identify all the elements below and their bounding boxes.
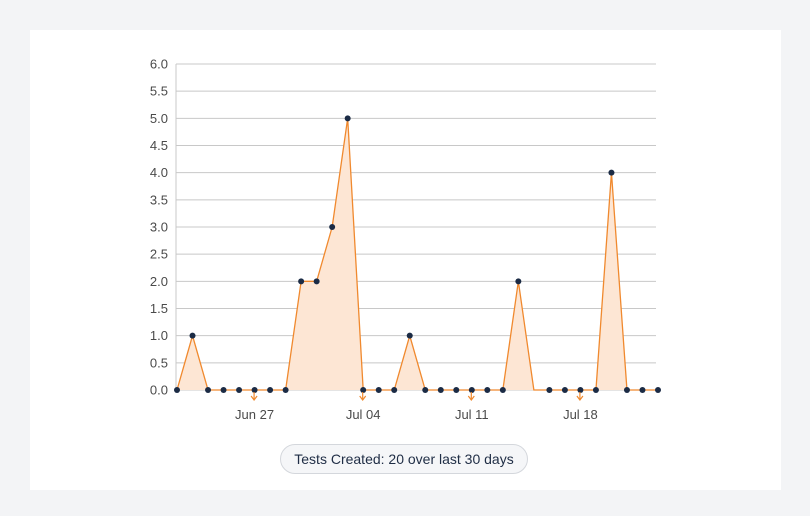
data-point[interactable] bbox=[437, 387, 444, 393]
y-tick-label: 3.5 bbox=[150, 192, 168, 207]
legend-label: Tests Created: 20 over last 30 days bbox=[294, 451, 514, 467]
data-point[interactable] bbox=[344, 115, 351, 122]
y-axis-labels: 0.0 0.5 1.0 1.5 2.0 2.5 3.0 3.5 4.0 4.5 5.0 5.5 6.0 bbox=[150, 57, 168, 398]
grid-lines bbox=[175, 63, 656, 391]
y-tick-label: 5.5 bbox=[150, 84, 168, 99]
week-marker-arrow-icon bbox=[250, 392, 258, 401]
y-tick-label: 4.5 bbox=[150, 138, 168, 153]
x-tick-label: Jul 11 bbox=[455, 407, 489, 422]
data-point[interactable] bbox=[267, 387, 274, 393]
week-marker-arrow-icon bbox=[467, 392, 475, 401]
data-point[interactable] bbox=[561, 387, 568, 393]
data-point[interactable] bbox=[236, 387, 243, 393]
legend-pill[interactable]: Tests Created: 20 over last 30 days bbox=[280, 444, 528, 474]
data-point[interactable] bbox=[375, 387, 382, 393]
data-point[interactable] bbox=[282, 387, 289, 393]
data-point[interactable] bbox=[329, 224, 336, 230]
data-point[interactable] bbox=[220, 387, 227, 393]
y-tick-label: 0.5 bbox=[150, 355, 168, 370]
data-point[interactable] bbox=[546, 387, 553, 393]
data-point[interactable] bbox=[205, 387, 212, 393]
area-fill bbox=[177, 118, 658, 390]
chart-card: 0.0 0.5 1.0 1.5 2.0 2.5 3.0 3.5 4.0 4.5 5.0 5.5 6.0 … bbox=[30, 30, 781, 490]
data-point[interactable] bbox=[592, 387, 599, 393]
data-point[interactable] bbox=[406, 332, 413, 339]
area-chart: 0.00.51.01.52.02.53.03.54.04.55.05.56.0 … bbox=[150, 57, 661, 422]
y-tick-label: 6.0 bbox=[150, 57, 168, 72]
data-point[interactable] bbox=[484, 387, 491, 393]
y-tick-label: 3.0 bbox=[150, 220, 168, 235]
data-point[interactable] bbox=[453, 387, 460, 393]
y-tick-label: 0.0 bbox=[150, 383, 168, 398]
y-tick-label: 4.0 bbox=[150, 165, 168, 180]
data-point[interactable] bbox=[422, 387, 429, 393]
data-point[interactable] bbox=[577, 387, 584, 393]
data-point[interactable] bbox=[623, 387, 630, 393]
y-tick-label: 5.0 bbox=[150, 111, 168, 126]
data-point[interactable] bbox=[298, 278, 305, 285]
y-tick-label: 2.0 bbox=[150, 274, 168, 289]
y-tick-label: 2.5 bbox=[150, 247, 168, 262]
data-point[interactable] bbox=[189, 332, 196, 339]
data-point[interactable] bbox=[515, 278, 522, 285]
week-marker-arrow-icon bbox=[359, 392, 367, 401]
x-tick-label: Jun 27 bbox=[235, 407, 274, 422]
x-tick-label: Jul 04 bbox=[346, 407, 381, 422]
data-point[interactable] bbox=[360, 387, 367, 393]
y-tick-label: 1.0 bbox=[150, 328, 168, 343]
x-axis-labels: Jun 27 Jul 04 Jul 11 Jul 18 bbox=[235, 407, 598, 422]
x-tick-label: Jul 18 bbox=[563, 407, 598, 422]
data-point[interactable] bbox=[251, 387, 258, 393]
data-point[interactable] bbox=[499, 387, 506, 393]
week-markers bbox=[250, 392, 584, 401]
data-point[interactable] bbox=[313, 278, 320, 285]
data-point[interactable] bbox=[608, 169, 615, 176]
data-point[interactable] bbox=[639, 387, 646, 393]
data-point[interactable] bbox=[468, 387, 475, 393]
data-point[interactable] bbox=[391, 387, 398, 393]
data-point[interactable] bbox=[655, 387, 661, 393]
data-point[interactable] bbox=[174, 387, 180, 393]
y-tick-label: 1.5 bbox=[150, 301, 168, 316]
week-marker-arrow-icon bbox=[576, 392, 584, 401]
data-points bbox=[174, 115, 661, 393]
